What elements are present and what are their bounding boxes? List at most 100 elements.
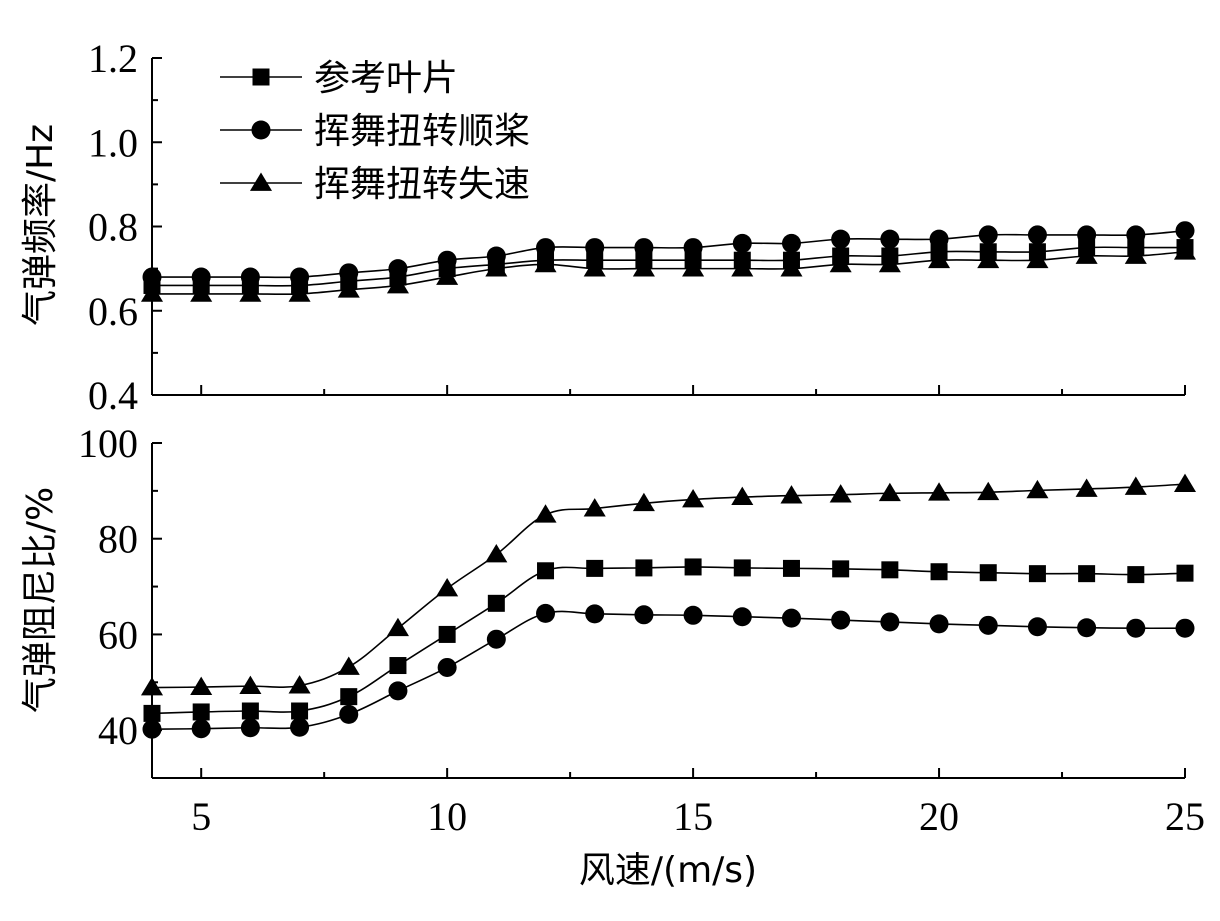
- frequency-data-point: [1124, 245, 1147, 264]
- damping-data-point: [340, 688, 358, 706]
- damping-y-axis-title: 气弹阻尼比/%: [20, 487, 61, 713]
- damping-data-point: [191, 719, 211, 739]
- frequency-y-tick-label: 0.4: [88, 373, 138, 418]
- frequency-data-point: [585, 238, 605, 258]
- damping-data-point: [979, 564, 997, 582]
- damping-data-point: [1173, 473, 1197, 493]
- damping-data-point: [1027, 617, 1047, 637]
- damping-data-point: [929, 614, 949, 634]
- damping-data-point: [388, 681, 408, 701]
- frequency-series-line: [151, 250, 1186, 296]
- damping-data-point: [782, 559, 800, 577]
- damping-data-point: [487, 594, 505, 612]
- damping-panel: 40 60 80 100 5 10 15 20 25 气弹阻尼比/% 风速/(m/s): [20, 421, 1205, 891]
- damping-data-point: [239, 675, 262, 694]
- frequency-data-point: [290, 267, 310, 287]
- damping-data-point: [485, 544, 508, 563]
- damping-data-point: [1175, 618, 1195, 638]
- damping-y-tick-label: 100: [78, 421, 138, 466]
- damping-data-point: [978, 615, 998, 635]
- damping-series-line: [151, 610, 1186, 730]
- damping-data-point: [339, 704, 359, 724]
- frequency-data-point: [682, 258, 705, 277]
- legend-label: 挥舞扭转顺桨: [314, 111, 530, 152]
- damping-data-point: [438, 625, 456, 643]
- damping-data-point: [880, 612, 900, 632]
- frequency-data-point: [781, 233, 801, 253]
- damping-data-point: [881, 561, 899, 579]
- damping-data-point: [288, 675, 311, 694]
- frequency-data-point: [1077, 225, 1097, 245]
- frequency-data-point: [190, 283, 213, 302]
- damping-axes: 40 60 80 100 5 10 15 20 25: [78, 421, 1205, 839]
- damping-data-point: [733, 559, 751, 577]
- frequency-series-group: [140, 221, 1197, 302]
- damping-data-point: [1026, 479, 1049, 499]
- damping-data-point: [632, 492, 655, 512]
- damping-x-tick-label: 10: [427, 794, 467, 839]
- damping-data-point: [781, 608, 801, 628]
- damping-data-point: [829, 484, 852, 503]
- damping-data-point: [1124, 476, 1147, 495]
- frequency-data-point: [1026, 249, 1049, 269]
- damping-data-point: [190, 676, 213, 695]
- damping-data-point: [436, 577, 459, 597]
- damping-data-point: [635, 559, 653, 577]
- damping-data-point: [930, 563, 948, 581]
- damping-data-point: [337, 656, 360, 675]
- frequency-y-tick-label: 0.8: [88, 205, 138, 250]
- legend-label: 参考叶片: [314, 58, 458, 99]
- frequency-data-point: [878, 253, 901, 273]
- frequency-data-point: [239, 283, 262, 302]
- frequency-data-point: [1173, 241, 1197, 260]
- damping-data-point: [437, 657, 457, 677]
- frequency-data-point: [683, 238, 703, 258]
- frequency-data-point: [191, 267, 211, 287]
- damping-y-tick-label: 60: [98, 612, 138, 657]
- x-axis-title: 风速/(m/s): [579, 850, 757, 891]
- damping-data-point: [192, 703, 210, 721]
- damping-data-point: [585, 604, 605, 624]
- damping-data-point: [928, 482, 951, 501]
- damping-data-point: [486, 629, 506, 649]
- damping-data-point: [1077, 618, 1097, 638]
- frequency-data-point: [634, 238, 654, 258]
- damping-data-point: [534, 504, 557, 523]
- frequency-data-point: [1175, 221, 1195, 241]
- frequency-data-point: [1126, 225, 1146, 245]
- damping-y-tick-label: 40: [98, 708, 138, 753]
- damping-data-point: [536, 603, 556, 623]
- damping-data-point: [241, 702, 259, 720]
- frequency-data-point: [977, 249, 1000, 269]
- damping-data-point: [684, 558, 702, 576]
- damping-data-point: [290, 717, 310, 737]
- damping-data-point: [537, 562, 555, 580]
- frequency-y-axis-title: 气弹频率/Hz: [20, 124, 61, 326]
- frequency-data-point: [732, 233, 752, 253]
- frequency-series-line: [152, 246, 1185, 287]
- frequency-data-point: [337, 279, 360, 298]
- frequency-data-point: [386, 274, 409, 294]
- damping-data-point: [291, 702, 309, 720]
- frequency-data-point: [534, 253, 557, 273]
- frequency-data-point: [632, 258, 655, 277]
- frequency-data-point: [536, 238, 556, 258]
- frequency-data-point: [437, 250, 457, 270]
- damping-data-point: [634, 605, 654, 625]
- frequency-data-point: [240, 267, 260, 287]
- damping-y-tick-label: 80: [98, 517, 138, 562]
- damping-data-point: [389, 657, 407, 675]
- damping-x-tick-label: 20: [919, 794, 959, 839]
- legend-marker: [252, 68, 270, 86]
- legend-label: 挥舞扭转失速: [314, 164, 530, 205]
- damping-data-point: [1176, 564, 1194, 582]
- frequency-data-point: [928, 249, 951, 269]
- damping-x-tick-label: 15: [673, 794, 713, 839]
- damping-data-point: [1127, 566, 1145, 584]
- frequency-series-line: [151, 229, 1186, 279]
- frequency-data-point: [831, 229, 851, 249]
- legend-marker: [249, 172, 273, 191]
